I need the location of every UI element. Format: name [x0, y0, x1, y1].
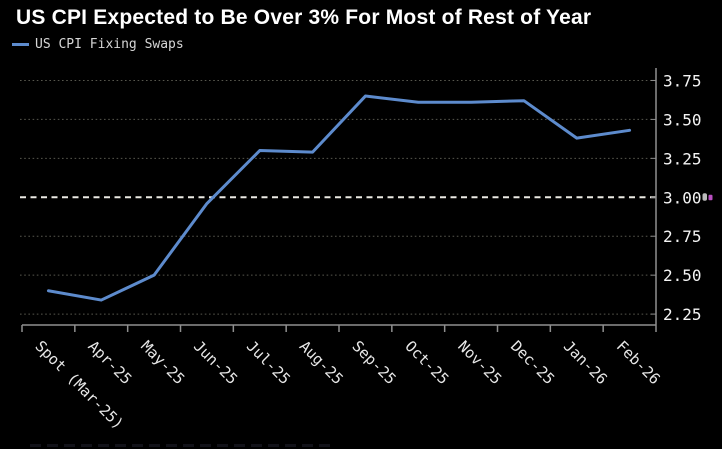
x-tick-label: Spot (Mar-25) — [32, 337, 128, 433]
y-tick-label: 3.25 — [663, 149, 702, 168]
x-tick-label: Aug-25 — [296, 337, 347, 388]
y-tick-label: 2.50 — [663, 266, 702, 285]
x-tick-label: Jun-25 — [190, 337, 241, 388]
annotation-icon — [702, 193, 707, 201]
annotation-icon-magenta-dot — [708, 194, 713, 201]
y-tick-label: 3.50 — [663, 110, 702, 129]
y-tick-label: 3.75 — [663, 71, 702, 90]
chart-title: US CPI Expected to Be Over 3% For Most o… — [16, 6, 592, 29]
x-tick-label: Jul-25 — [243, 337, 294, 388]
x-tick-label: Dec-25 — [507, 337, 558, 388]
y-tick-label: 2.75 — [663, 227, 702, 246]
x-tick-label: Nov-25 — [454, 337, 505, 388]
clipped-source-text-remnant — [30, 444, 332, 447]
x-tick-label: Jan-26 — [560, 337, 611, 388]
y-tick-label: 2.25 — [663, 305, 702, 324]
x-tick-label: Sep-25 — [349, 337, 400, 388]
legend-line-swatch-icon — [12, 43, 29, 46]
cpi-swaps-line-series — [46, 94, 632, 302]
legend: US CPI Fixing Swaps — [12, 36, 184, 52]
legend-label: US CPI Fixing Swaps — [35, 36, 184, 52]
x-tick-label: May-25 — [137, 337, 188, 388]
x-tick-label: Oct-25 — [401, 337, 452, 388]
y-tick-label: 3.00 — [663, 188, 702, 207]
x-tick-label: Feb-26 — [613, 337, 664, 388]
x-tick-label: Apr-25 — [84, 337, 135, 388]
